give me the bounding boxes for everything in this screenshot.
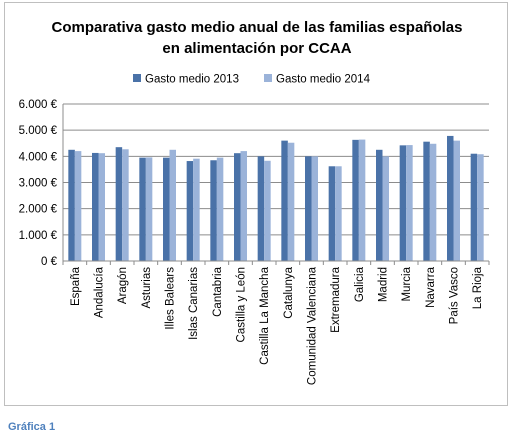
y-tick-label: 2.000 € xyxy=(19,204,58,216)
bar xyxy=(352,139,359,261)
chart-svg: Comparativa gasto medio anual de las fam… xyxy=(19,19,490,385)
bar xyxy=(92,152,99,261)
y-tick-label: 6.000 € xyxy=(19,99,58,111)
bar xyxy=(453,140,460,261)
bar xyxy=(281,140,288,261)
bar xyxy=(376,149,383,261)
bar xyxy=(358,139,366,261)
bar xyxy=(447,135,454,261)
legend-label: Gasto medio 2014 xyxy=(276,74,371,86)
x-tick-label: Madrid xyxy=(378,267,390,302)
bar xyxy=(193,158,200,261)
legend-label: Gasto medio 2013 xyxy=(145,74,239,86)
bar xyxy=(234,153,241,261)
bar xyxy=(399,145,407,261)
x-tick-label: Asturias xyxy=(141,267,153,309)
bar xyxy=(311,156,318,261)
bar xyxy=(216,157,224,261)
bar xyxy=(287,142,295,261)
x-tick-label: La Rioja xyxy=(472,266,484,309)
bar xyxy=(470,153,478,261)
bar xyxy=(335,166,342,261)
x-tick-label: Extremadura xyxy=(330,266,342,332)
bar xyxy=(122,149,129,261)
x-tick-label: España xyxy=(70,266,82,306)
axes: España Andalucía Aragón Asturias Illes Balea… xyxy=(62,104,490,385)
bar xyxy=(169,149,176,261)
y-tick-label: 1.000 € xyxy=(19,230,58,242)
y-tick-label: 4.000 € xyxy=(19,151,58,163)
chart-subtitle: en alimentación por CCAA xyxy=(162,40,351,57)
bar xyxy=(328,166,336,261)
bar xyxy=(406,145,413,261)
chart-frame: Comparativa gasto medio anual de las fam… xyxy=(4,2,508,406)
bar xyxy=(305,156,312,261)
bar xyxy=(115,147,123,261)
figure-caption: Gráfica 1 xyxy=(8,421,56,433)
x-tick-label: País Vasco xyxy=(449,267,461,324)
bar xyxy=(240,151,247,261)
x-tick-label: Catalunya xyxy=(283,266,295,318)
x-tick-label: Galicia xyxy=(354,266,366,302)
bar xyxy=(423,141,430,261)
x-tick-label: Cantabria xyxy=(212,266,224,316)
x-tick-label: Aragón xyxy=(117,267,129,304)
y-tick-label: 3.000 € xyxy=(19,178,58,190)
gridlines: 0 € 1.000 € 2.000 € 3.000 € 4.000 € 5.000 € 6.… xyxy=(19,99,489,268)
x-tick-label: Murcia xyxy=(401,266,413,301)
x-tick-label: Comunidad Valenciana xyxy=(307,266,319,385)
legend-swatch xyxy=(264,74,272,82)
bar xyxy=(264,160,271,261)
bar xyxy=(163,157,170,261)
x-tick-label: Castilla La Mancha xyxy=(259,266,271,364)
bar xyxy=(210,160,217,261)
x-tick-label: Navarra xyxy=(425,266,437,308)
legend-swatch xyxy=(133,74,141,82)
bars xyxy=(68,135,484,261)
bar xyxy=(477,154,484,261)
bar xyxy=(68,149,75,261)
x-tick-label: Islas Canarias xyxy=(188,267,200,340)
bar xyxy=(382,156,389,261)
x-tick-label: Castilla y León xyxy=(236,267,248,342)
y-tick-label: 5.000 € xyxy=(19,125,58,137)
bar xyxy=(186,161,194,261)
y-tick-label: 0 € xyxy=(41,256,58,268)
bar xyxy=(429,143,437,261)
bar xyxy=(139,157,146,261)
bar xyxy=(257,156,265,261)
x-tick-label: Illes Balears xyxy=(165,267,177,330)
chart-title: Comparativa gasto medio anual de las fam… xyxy=(52,19,463,36)
bar xyxy=(98,153,105,261)
bar xyxy=(145,157,153,261)
x-tick-label: Andalucía xyxy=(94,266,106,318)
bar xyxy=(74,151,82,261)
legend: Gasto medio 2013 Gasto medio 2014 xyxy=(133,74,371,86)
